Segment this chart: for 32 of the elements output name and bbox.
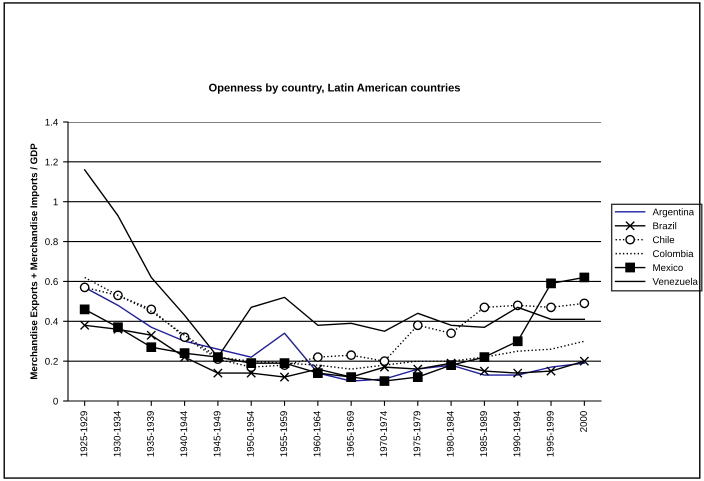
y-tick-label: 1 xyxy=(54,198,58,206)
y-tick-label: 0.2 xyxy=(45,358,58,365)
y-tick-label: 0.8 xyxy=(45,238,58,246)
x-tick-label: 1980-1984 xyxy=(446,411,454,456)
legend-label: Venezuela xyxy=(652,278,698,285)
x-tick-label: 1935-1939 xyxy=(147,411,154,456)
legend-label: Colombia xyxy=(652,250,694,258)
x-tick-label: 1940-1944 xyxy=(180,411,188,456)
x-tick-label: 1955-1959 xyxy=(280,411,288,456)
x-tick-label: 1950-1954 xyxy=(246,411,254,456)
x-tick-label: 1975-1979 xyxy=(414,411,420,456)
x-tick-label: 1925-1929 xyxy=(80,411,88,456)
chart-title: Openness by country, Latin American countries xyxy=(209,83,460,94)
y-tick-label: 1.2 xyxy=(46,158,58,166)
x-tick-label: 1945-1949 xyxy=(214,411,221,456)
y-tick-label: 0 xyxy=(53,398,58,405)
legend-label: Argentina xyxy=(652,208,694,218)
x-tick-label: 1970-1974 xyxy=(380,411,388,456)
x-tick-label: 1995-1999 xyxy=(546,411,554,456)
x-tick-label: 1990-1994 xyxy=(513,411,520,456)
x-tick-label: 1960-1964 xyxy=(314,411,320,456)
y-axis-title: Merchandise Exports + Merchandise Imports / GDP xyxy=(30,144,40,380)
x-tick-label: 2000 xyxy=(580,411,587,432)
legend-label: Mexico xyxy=(653,264,683,272)
y-tick-label: 0.6 xyxy=(45,278,58,286)
y-tick-label: 0.4 xyxy=(45,318,58,325)
x-tick-label: 1965-1969 xyxy=(346,411,354,456)
x-tick-label: 1985-1989 xyxy=(480,411,488,456)
x-tick-label: 1930-1934 xyxy=(114,411,121,456)
y-tick-label: 1.4 xyxy=(46,118,58,126)
legend-label: Brazil xyxy=(653,222,676,230)
legend-label: Chile xyxy=(652,236,674,244)
